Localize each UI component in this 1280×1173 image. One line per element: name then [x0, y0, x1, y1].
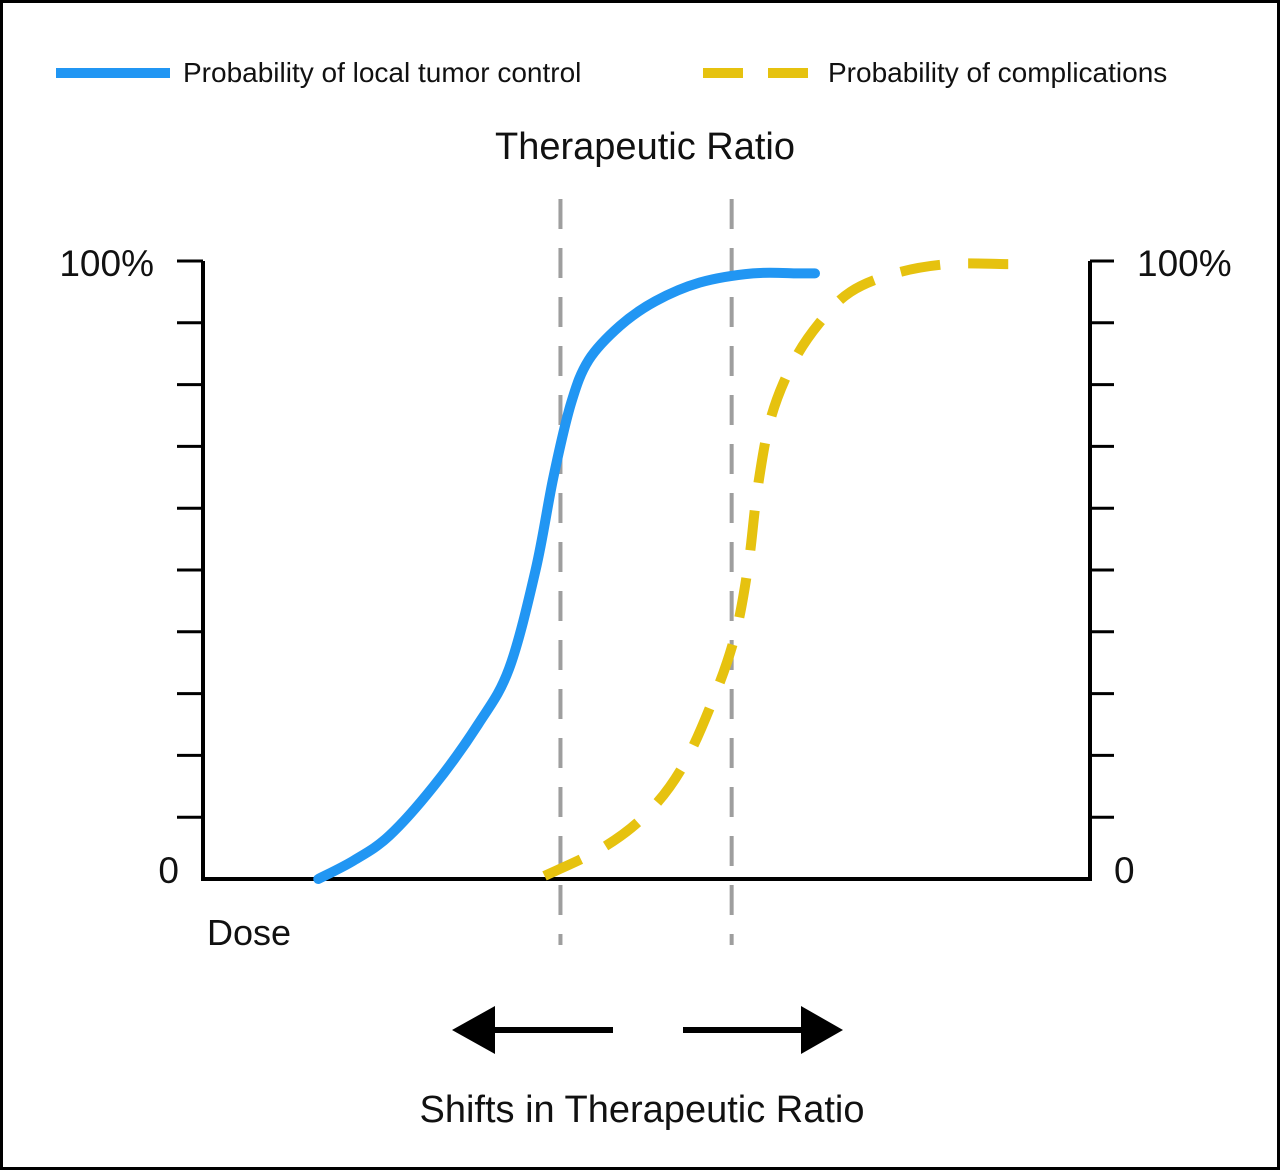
therapeutic-ratio-chart: Probability of local tumor control Proba…: [56, 57, 1232, 1131]
series: [313, 258, 1028, 884]
shift-right-arrow-head: [801, 1006, 843, 1054]
legend: Probability of local tumor control Proba…: [56, 57, 1167, 88]
right-tick-label-top: 100%: [1137, 243, 1232, 284]
legend-label-tumor-control: Probability of local tumor control: [183, 57, 581, 88]
shift-annotation: Shifts in Therapeutic Ratio: [420, 1089, 865, 1131]
left-axis-ticks: [177, 259, 203, 819]
legend-label-complications: Probability of complications: [828, 57, 1167, 88]
right-tick-label-bottom: 0: [1114, 850, 1135, 891]
x-axis-label: Dose: [207, 912, 291, 953]
series-line-complications: [542, 258, 1028, 881]
series-line-tumor-control: [313, 267, 820, 884]
reference-lines: [558, 199, 734, 945]
left-tick-label-top: 100%: [59, 243, 154, 284]
chart-title: Therapeutic Ratio: [495, 126, 795, 168]
shift-left-arrow-head: [452, 1006, 495, 1054]
left-tick-label-bottom: 0: [158, 850, 179, 891]
axes: [177, 259, 1114, 881]
shift-arrows: [452, 1006, 843, 1054]
right-axis-ticks: [1090, 259, 1114, 819]
